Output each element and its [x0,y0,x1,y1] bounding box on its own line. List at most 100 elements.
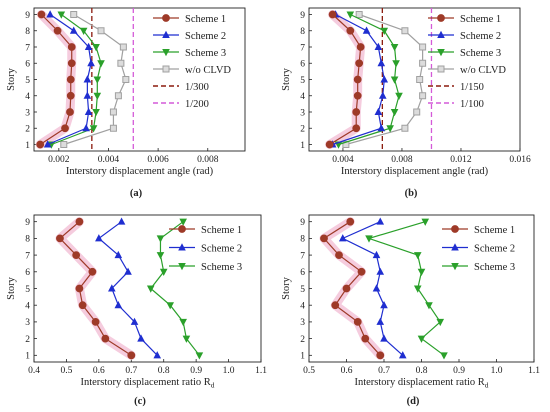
data-point [376,217,385,225]
y-tick-label: 3 [300,108,305,118]
x-tick-label: 0.9 [190,366,202,376]
legend-marker [162,49,170,57]
legend-label: Scheme 2 [460,31,501,42]
data-point [419,92,427,100]
data-point [92,109,100,117]
data-point [374,107,383,115]
data-point [380,75,389,83]
data-point [338,234,347,242]
x-axis-label: Interstory displacement ratio Rd [80,377,214,390]
legend-marker [178,243,186,251]
data-point [156,252,165,260]
data-point [117,217,126,225]
y-tick-label: 9 [25,218,30,228]
x-axis-label-subscript: d [485,381,489,390]
legend-marker [162,14,170,22]
data-point [353,318,362,326]
data-point [82,124,90,132]
data-point [352,108,361,116]
series-scheme-1 [320,217,385,360]
data-point [356,43,365,51]
series-w-o-clvd [342,11,427,148]
data-point [146,285,155,293]
data-point [53,26,62,35]
legend-marker [162,65,170,73]
data-point [355,11,363,18]
data-point [376,267,385,275]
y-tick-label: 8 [300,235,305,245]
series-scheme-3 [334,11,403,149]
series-scheme-3 [47,11,105,149]
data-point [87,59,95,67]
y-tick-label: 6 [25,60,30,70]
y-axis-label: Story [281,67,292,91]
data-point [37,10,46,19]
data-point [124,267,132,275]
legend: Scheme 1 Scheme 2 Scheme 3 [169,225,242,273]
data-point [377,59,386,67]
data-point [335,251,343,259]
y-tick-label: 2 [300,335,305,345]
y-axis-label: Story [6,67,17,91]
data-point [117,59,125,67]
data-point [75,284,84,293]
data-point [419,43,427,51]
legend-marker [437,49,445,57]
data-point [195,352,204,360]
data-point [130,317,139,325]
x-axis-label: Interstory displacement angle (rad) [341,166,489,177]
legend-label: Scheme 3 [460,48,501,59]
legend: Scheme 1 Scheme 2 Scheme 3 w/o CLVD 1/150 1/1… [428,14,506,110]
data-point [109,124,117,132]
x-tick-label: 0.004 [332,155,354,165]
data-point [89,125,98,133]
y-tick-label: 5 [25,76,30,86]
legend-label: Scheme 1 [185,14,226,25]
legend-label: w/o CLVD [460,65,506,76]
data-point [56,234,64,243]
y-tick-label: 8 [300,27,305,37]
data-point [416,76,424,83]
data-point [421,218,430,226]
legend-label: 1/150 [460,82,484,93]
x-axis-label: Interstory displacement ratio Rd [354,377,488,390]
y-tick-label: 8 [25,27,30,37]
data-point [84,42,93,50]
chart-panel-1: 0.002 0.004 0.006 0.008 1 2 3 4 5 6 7 8 9 Interstory … [6,7,246,199]
data-point [79,27,88,35]
data-point [127,351,136,360]
data-point [372,250,381,259]
data-point [436,318,445,327]
data-point [401,124,409,132]
x-tick-label: 0.5 [60,366,72,376]
y-tick-label: 9 [300,218,305,228]
y-tick-label: 7 [25,251,30,261]
series-w-o-clvd [60,11,130,148]
y-tick-label: 1 [300,352,305,362]
data-point [395,92,403,100]
x-tick-label: 0.016 [509,155,531,165]
legend: Scheme 1 Scheme 2 Scheme 3 [442,225,515,273]
data-point [440,352,448,360]
y-tick-label: 9 [25,11,30,21]
data-point [67,59,76,68]
data-point [114,250,123,259]
y-tick-label: 5 [25,285,30,295]
data-point [346,26,355,35]
data-point [376,317,385,325]
data-point [390,109,399,117]
y-tick-label: 8 [25,235,30,245]
data-point [390,44,399,52]
x-axis-label: Interstory displacement angle (rad) [66,166,214,177]
x-tick-label: 0.5 [303,366,315,376]
chart-panel-2: 0.004 0.008 0.012 0.016 1 2 3 4 5 6 7 8 9 Interstory … [281,7,531,199]
x-tick-label: 0.6 [93,366,105,376]
data-point [114,301,123,309]
data-point [331,301,340,310]
data-point [378,91,387,99]
data-point [376,351,385,360]
data-point [83,91,92,99]
y-tick-label: 7 [300,251,305,261]
data-point [362,26,371,34]
